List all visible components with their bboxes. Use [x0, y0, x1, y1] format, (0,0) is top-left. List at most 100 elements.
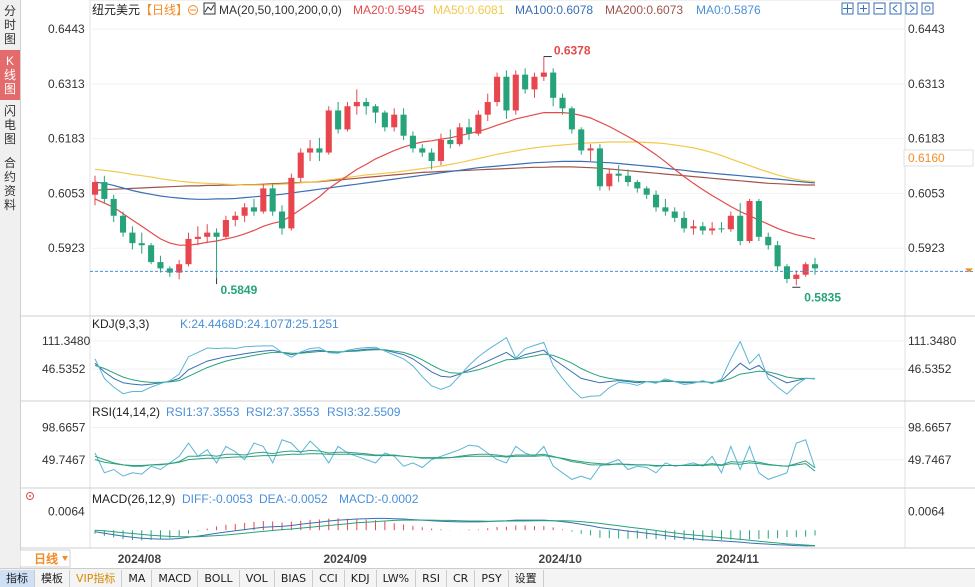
indicator-line — [94, 453, 816, 472]
indicator-tab[interactable]: PSY — [475, 569, 509, 587]
indicator-tab[interactable]: MA — [122, 569, 153, 587]
macd_diff-line — [94, 517, 815, 547]
tab-label: K线图 — [4, 54, 17, 96]
candle-body — [381, 112, 388, 128]
candle-body — [783, 266, 790, 279]
date-label: 2024/09 — [323, 552, 367, 566]
indicator-tab[interactable]: 指标 — [0, 569, 35, 587]
indicator-line — [94, 439, 816, 480]
pane-tick-label: 49.7467 — [42, 453, 86, 467]
candle-body — [811, 264, 819, 269]
indicator-line — [94, 336, 815, 399]
tab-contract-info[interactable]: 合约资料 — [0, 152, 20, 216]
indicator-tab[interactable]: RSI — [416, 569, 447, 587]
chart-canvas[interactable]: 纽元美元 【日线】 MA(20,50,100,200,0,0) MA20:0.5… — [20, 0, 975, 568]
candle-body — [503, 76, 510, 111]
candle-body — [325, 110, 332, 153]
rsi1-value: RSI1:37.3553 — [166, 405, 240, 419]
candle-body — [765, 236, 772, 246]
tab-time-chart[interactable]: 分时图 — [0, 0, 20, 50]
indicator-tab[interactable]: CCI — [313, 569, 345, 587]
period-selector[interactable] — [20, 549, 71, 568]
high-annotation: 0.6378 — [554, 44, 591, 58]
candle-body — [120, 215, 127, 233]
candle-body — [222, 219, 229, 237]
macd-settings-icon[interactable] — [26, 492, 34, 500]
kdj-d: D:24.1077 — [235, 317, 291, 331]
candle-body — [110, 198, 117, 216]
kdj-j: J:25.1251 — [286, 317, 339, 331]
candle-body — [484, 102, 491, 115]
candle-body — [194, 236, 201, 239]
candle-body — [624, 175, 632, 183]
macd-hist: MACD:-0.0002 — [339, 492, 419, 506]
pane-tick-label: 98.6657 — [42, 420, 86, 434]
indicator-tab[interactable]: 模板 — [35, 569, 70, 587]
candle-body — [634, 182, 641, 189]
date-label: 2024/11 — [716, 552, 759, 566]
next-icon[interactable] — [905, 2, 918, 15]
indicator-tab[interactable]: MACD — [152, 569, 199, 587]
candle-body — [737, 215, 744, 242]
period-tag: 【日线】 — [140, 3, 188, 17]
candle-body — [166, 268, 173, 273]
ma50-value: MA50:0.6081 — [433, 3, 505, 17]
indicator-tab[interactable]: VIP指标 — [70, 569, 123, 587]
indicator-tab[interactable]: 设置 — [509, 569, 544, 587]
ma-label: MA(20,50,100,200,0,0) — [219, 3, 342, 17]
candle-body — [671, 211, 678, 218]
ma200-value: MA200:0.6073 — [605, 3, 683, 17]
kdj-title: KDJ(9,3,3) — [92, 317, 149, 331]
toggle-icon[interactable] — [188, 5, 198, 15]
indicator-tab[interactable]: VOL — [240, 569, 275, 587]
price-tick-label: 0.6443 — [48, 22, 85, 36]
candle-body — [793, 274, 800, 279]
zoom-out-icon[interactable] — [873, 2, 886, 15]
prev-icon[interactable] — [889, 2, 902, 15]
candle-body — [746, 201, 753, 242]
low-annotation-2: 0.5835 — [804, 290, 841, 304]
kdj-k: K:24.4468 — [180, 317, 235, 331]
indicator-tab[interactable]: CR — [447, 569, 476, 587]
indicator-tab[interactable]: LW% — [377, 569, 417, 587]
tab-kline-chart[interactable]: K线图 — [0, 50, 20, 100]
zoom-in-icon[interactable] — [857, 2, 870, 15]
ma-settings-icon[interactable] — [203, 2, 216, 15]
candle-body — [606, 173, 613, 187]
indicator-tabbar: 指标 模板 VIP指标 MA MACD BOLL VOL BIAS CCI KDJ LW% RSI CR… — [0, 568, 975, 587]
price-tick-label: 0.5923 — [48, 241, 85, 255]
tab-flash-chart[interactable]: 闪电图 — [0, 100, 20, 152]
candle-body — [372, 106, 379, 113]
ma100-value: MA100:0.6078 — [515, 3, 593, 17]
indicator-line — [94, 349, 816, 383]
pane-tick-label: 111.3480 — [42, 334, 91, 348]
candle-body — [512, 74, 519, 111]
indicator-tab[interactable]: BOLL — [198, 569, 240, 587]
ma0-value: MA0:0.5876 — [696, 3, 761, 17]
candle-body — [494, 76, 501, 103]
rsi3-value: RSI3:32.5509 — [327, 405, 401, 419]
candle-body — [297, 152, 304, 178]
candle-body — [653, 194, 660, 208]
candle-body — [531, 76, 538, 90]
candle-body — [335, 110, 342, 130]
macd_dea-line — [94, 519, 816, 547]
candle-body — [587, 148, 594, 151]
pane-tick-label-right: 98.6657 — [908, 420, 952, 434]
candle-body — [260, 188, 267, 212]
candle-body — [101, 182, 108, 199]
indicator-tab[interactable]: KDJ — [345, 569, 377, 587]
macd-diff: DIFF:-0.0053 — [182, 492, 253, 506]
candle-body — [204, 232, 211, 237]
indicator-tab[interactable]: BIAS — [275, 569, 314, 587]
date-label: 2024/08 — [118, 552, 162, 566]
candle-body — [269, 188, 276, 212]
crosshair-move-icon[interactable] — [841, 2, 854, 15]
candle-body — [596, 148, 603, 187]
settings-icon[interactable] — [921, 2, 934, 15]
candle-body — [699, 226, 706, 231]
candle-body — [540, 72, 547, 77]
candle-body — [437, 139, 445, 161]
rsi-title: RSI(14,14,2) — [92, 405, 160, 419]
candle-body — [185, 238, 192, 265]
